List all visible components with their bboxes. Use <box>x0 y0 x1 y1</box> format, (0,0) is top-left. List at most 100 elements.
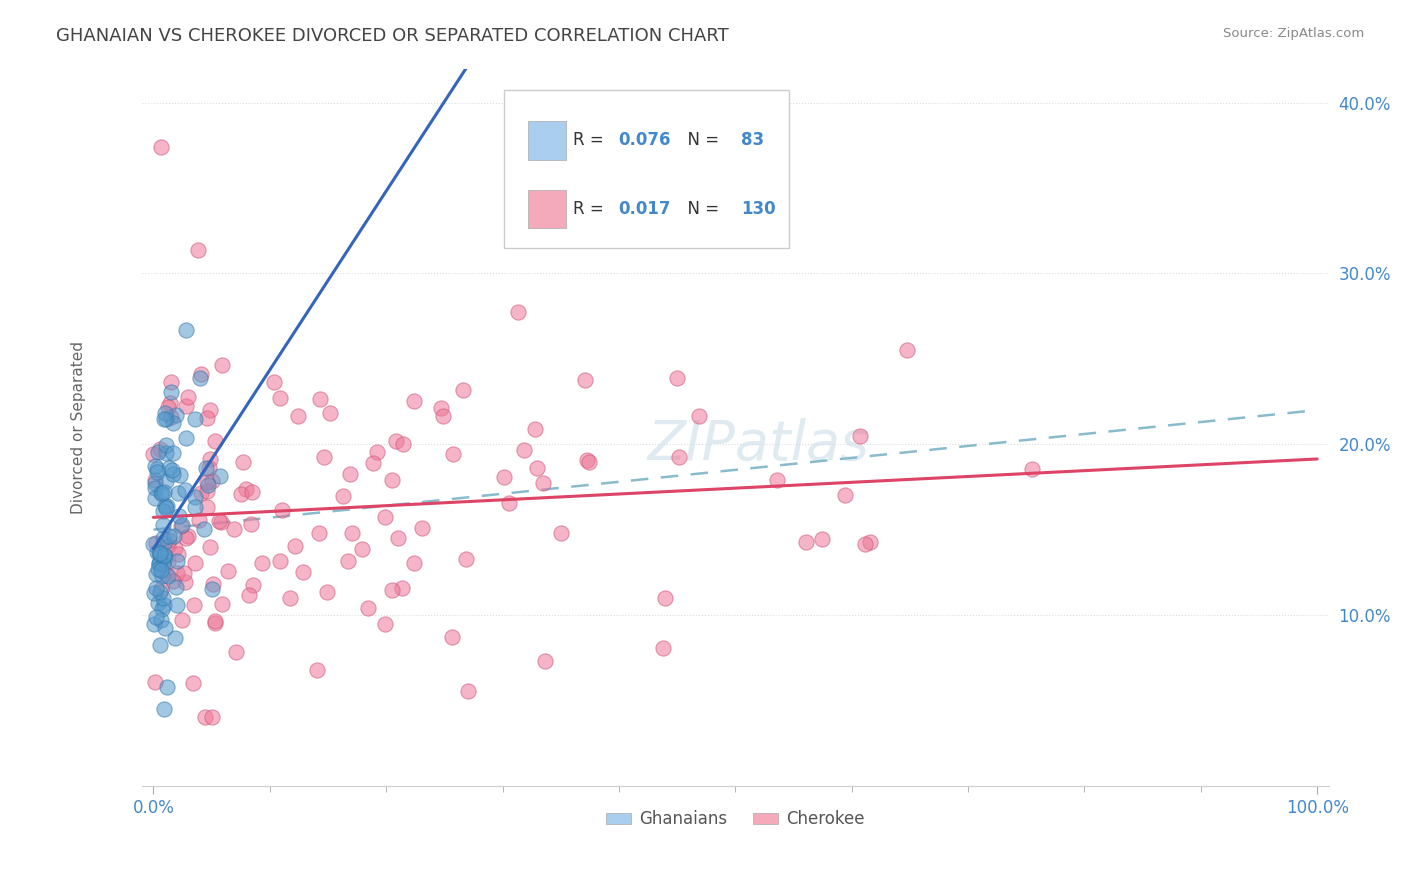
Point <box>263 375 285 389</box>
Point <box>665 370 688 384</box>
Point <box>441 447 464 461</box>
Point <box>155 475 177 489</box>
Point <box>143 475 166 490</box>
Point <box>195 500 218 515</box>
Point <box>145 465 167 479</box>
Point <box>194 461 217 475</box>
Point <box>366 444 388 458</box>
Point <box>404 394 426 409</box>
Point <box>163 631 186 645</box>
Point <box>159 461 181 475</box>
Point <box>336 554 359 568</box>
Point <box>149 582 172 596</box>
Point <box>1021 462 1043 476</box>
Point <box>222 523 245 537</box>
Point <box>332 489 354 503</box>
Point <box>576 453 599 467</box>
Point <box>174 431 197 445</box>
Point <box>157 529 180 543</box>
Point <box>357 600 380 615</box>
Point <box>148 558 170 572</box>
Point <box>152 557 174 571</box>
Point <box>155 549 177 563</box>
Point <box>152 531 174 545</box>
Point <box>197 478 219 492</box>
Point <box>174 483 197 497</box>
FancyBboxPatch shape <box>527 190 565 228</box>
Point <box>184 491 207 505</box>
Point <box>145 610 167 624</box>
Point <box>506 305 529 319</box>
Point <box>195 483 218 498</box>
Point <box>150 486 173 500</box>
Point <box>287 409 309 424</box>
Point <box>155 500 177 515</box>
Point <box>187 244 209 258</box>
Point <box>229 487 252 501</box>
Point <box>381 582 404 597</box>
Point <box>143 481 166 495</box>
Point <box>157 533 180 548</box>
Point <box>269 554 291 568</box>
Point <box>201 710 224 724</box>
Point <box>381 473 404 487</box>
Point <box>209 469 232 483</box>
Point <box>152 702 174 716</box>
Point <box>172 614 194 628</box>
Point <box>432 409 454 423</box>
Point <box>350 542 373 557</box>
Point <box>165 541 187 555</box>
Point <box>312 450 335 464</box>
Point <box>165 580 187 594</box>
Point <box>252 557 274 571</box>
Point <box>652 641 675 656</box>
Text: Source: ZipAtlas.com: Source: ZipAtlas.com <box>1223 27 1364 40</box>
Point <box>183 599 205 613</box>
Point <box>550 526 572 541</box>
Point <box>149 547 172 561</box>
Point <box>242 578 264 592</box>
Point <box>318 406 340 420</box>
Point <box>232 455 254 469</box>
Point <box>200 451 222 466</box>
Point <box>811 532 834 546</box>
Point <box>145 582 167 596</box>
Point <box>316 584 339 599</box>
Text: N =: N = <box>678 131 724 149</box>
Point <box>238 588 260 602</box>
Point <box>160 410 183 425</box>
Point <box>308 526 330 541</box>
Point <box>184 556 207 570</box>
Point <box>145 536 167 550</box>
Point <box>198 540 221 554</box>
Point <box>173 574 195 589</box>
Point <box>858 535 880 549</box>
Point <box>688 409 710 423</box>
Point <box>240 485 263 500</box>
Text: 130: 130 <box>741 200 776 219</box>
Point <box>411 521 433 535</box>
Point <box>430 401 453 416</box>
Point <box>456 551 478 566</box>
Point <box>155 438 177 452</box>
Point <box>204 615 226 629</box>
FancyBboxPatch shape <box>503 90 789 248</box>
Point <box>374 616 396 631</box>
Point <box>200 402 222 417</box>
Point <box>160 463 183 477</box>
Point <box>534 654 557 668</box>
Point <box>177 390 200 404</box>
Point <box>184 500 207 514</box>
Point <box>162 467 184 481</box>
Point <box>160 376 183 390</box>
Point <box>269 391 291 405</box>
Point <box>309 392 332 407</box>
Point <box>457 684 479 698</box>
Point <box>157 554 180 568</box>
Point <box>173 566 195 580</box>
Point <box>157 400 180 414</box>
Point <box>387 531 409 545</box>
Point <box>187 513 209 527</box>
Text: 0.076: 0.076 <box>617 131 671 149</box>
Point <box>404 556 426 570</box>
